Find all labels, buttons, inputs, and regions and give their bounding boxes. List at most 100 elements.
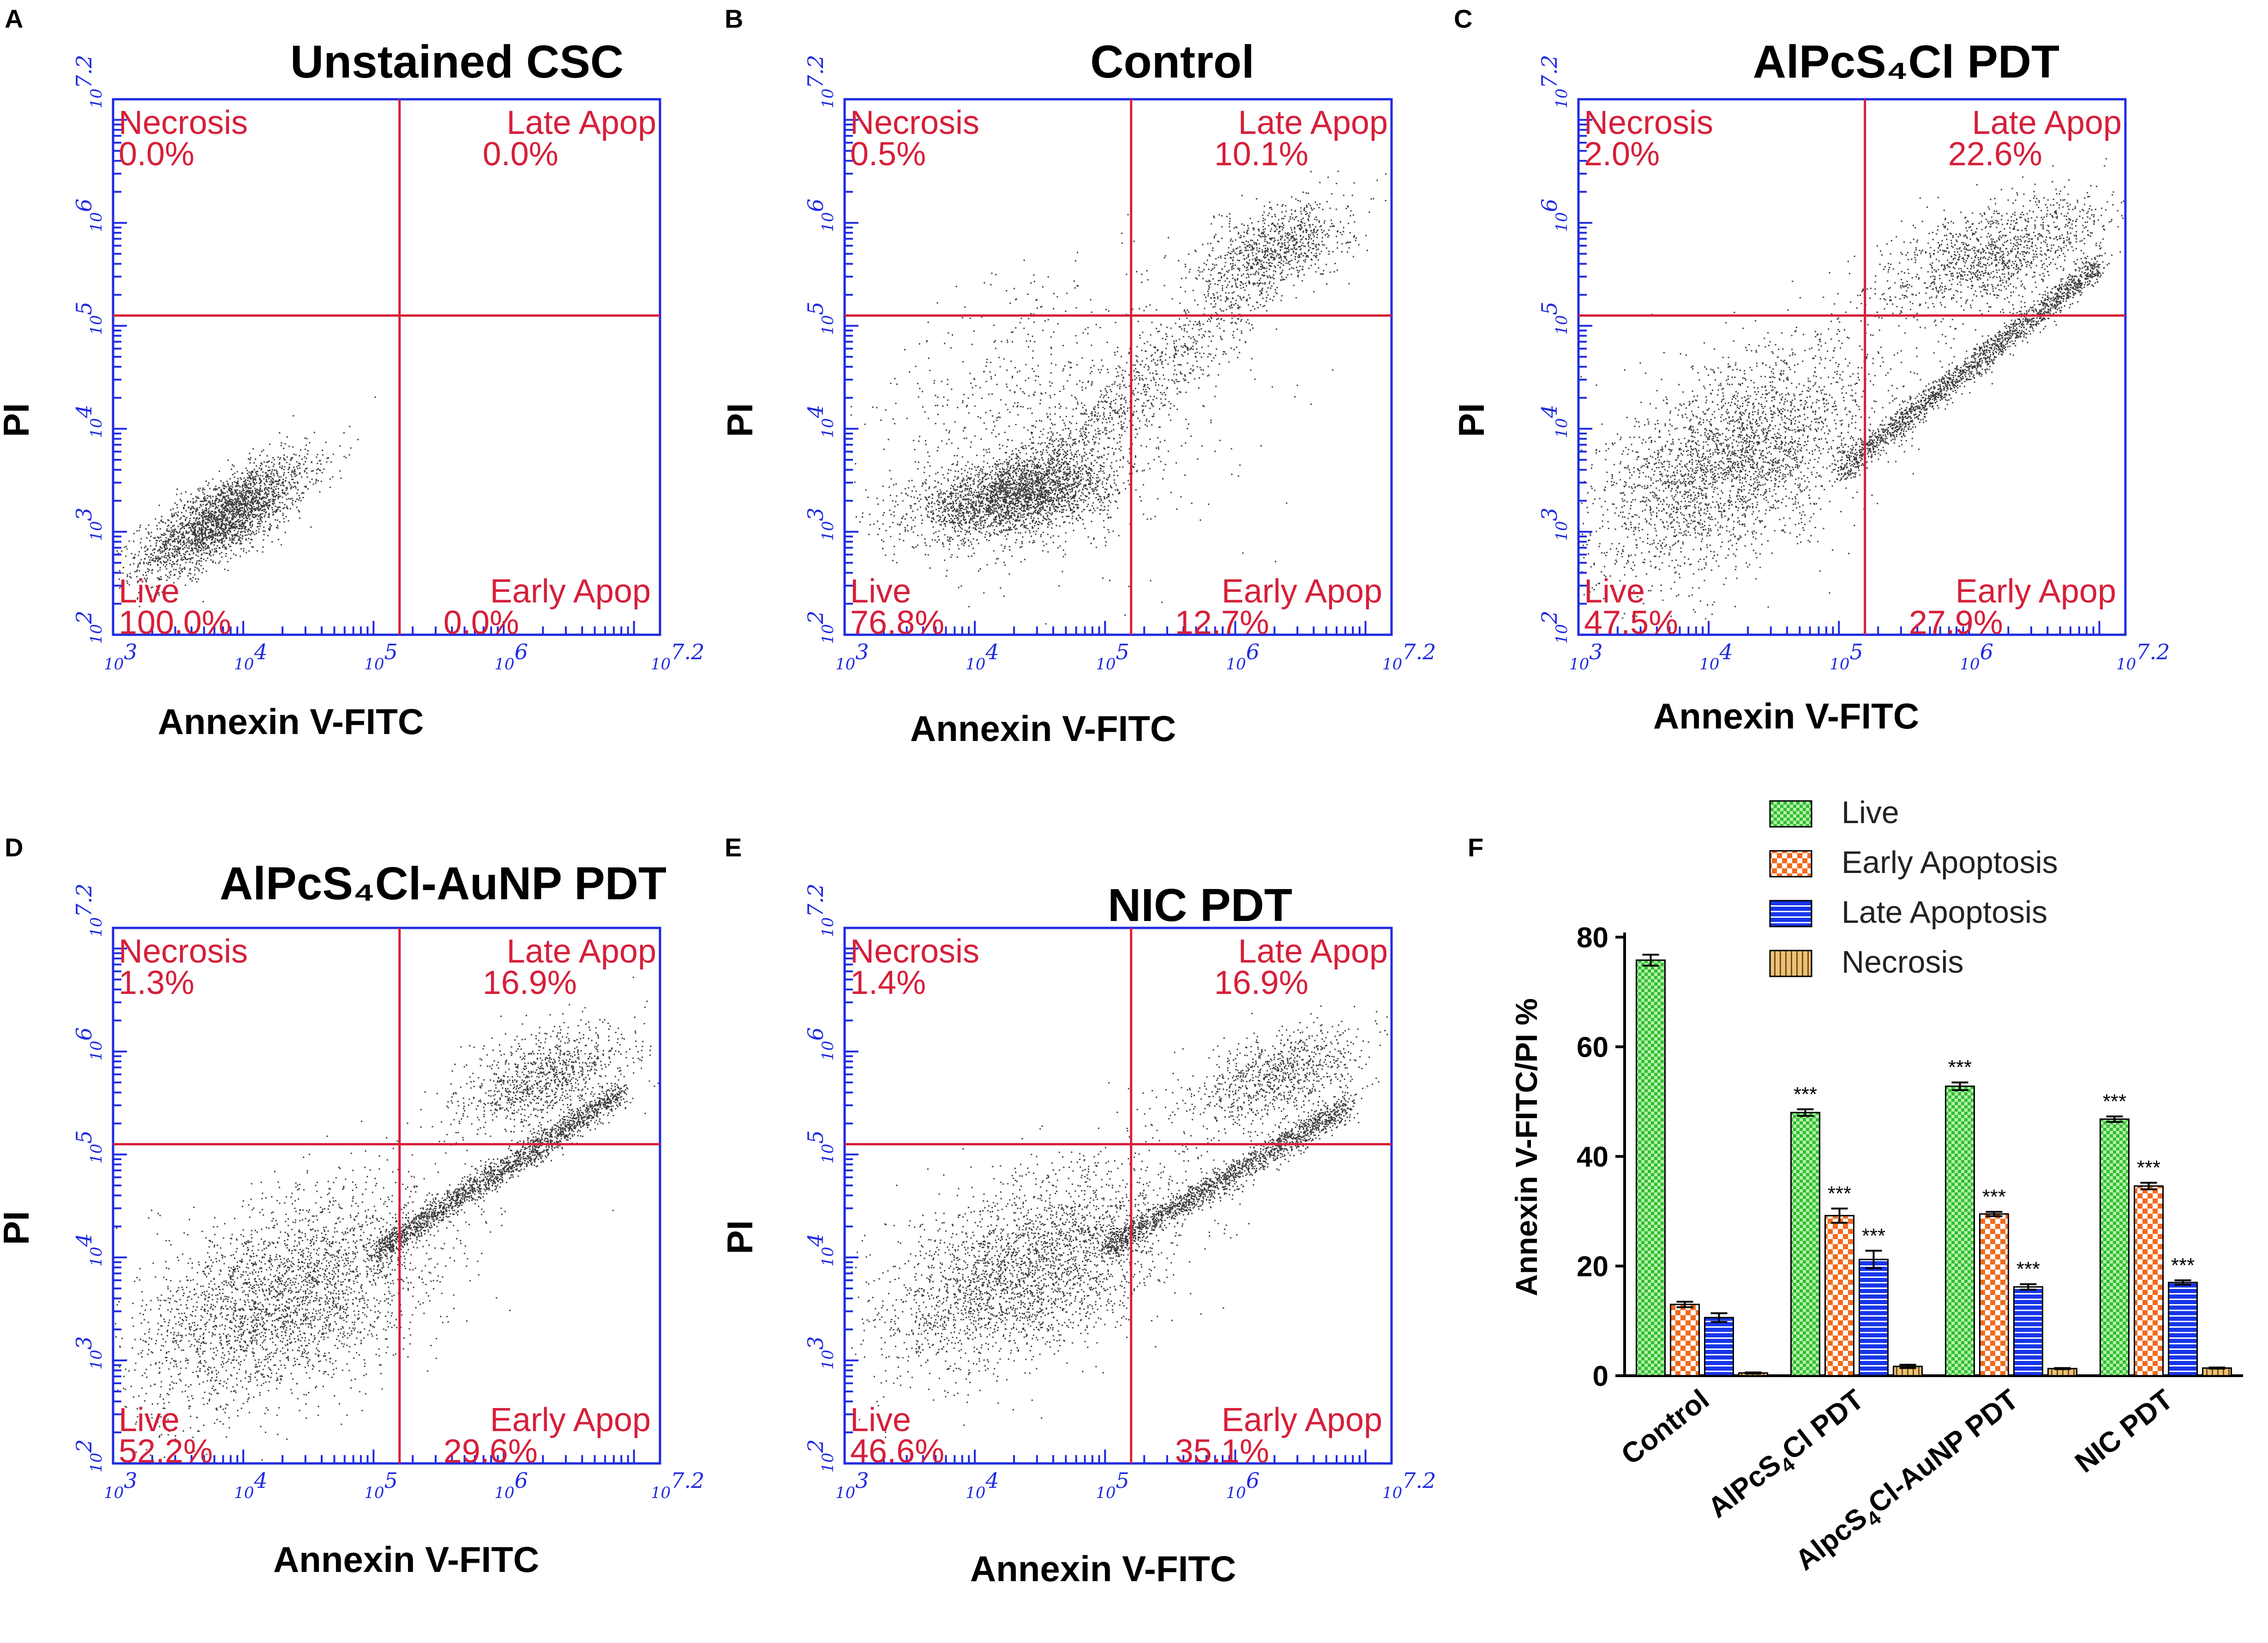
y-tick-label: 106 <box>72 1027 106 1061</box>
event-dot-cloud <box>848 170 1386 625</box>
y-axis-label: PI <box>720 403 760 437</box>
significance-label: *** <box>2171 1254 2195 1276</box>
y-tick-label: 106 <box>1537 199 1571 232</box>
quadrant-necrosis-label: Necrosis <box>850 933 979 970</box>
x-tick-label: 106 <box>1226 1468 1260 1502</box>
plot-frame <box>112 98 661 636</box>
quadrant-necrosis-value: 0.0% <box>119 136 194 173</box>
axis-ticks <box>844 947 1367 1464</box>
error-bar <box>1676 1300 1693 1308</box>
quadrant-late-value: 16.9% <box>1214 964 1308 1001</box>
error-bar <box>2174 1279 2191 1286</box>
plot-frame <box>112 927 661 1465</box>
flow-plot: 103 104 105 106 107.2102103104105106107.2Nec… <box>72 55 704 674</box>
legend-label-early: Early Apoptosis <box>1842 845 2058 880</box>
x-tick-label: 106 <box>494 639 528 674</box>
event-dot-cloud <box>851 1005 1388 1442</box>
panel-letter: C <box>1454 4 1472 33</box>
y-tick-label: 107.2 <box>72 884 106 937</box>
significance-label: *** <box>1828 1182 1851 1205</box>
event-dots <box>848 170 1386 625</box>
quadrant-necrosis-label: Necrosis <box>119 933 248 970</box>
bar-late <box>1859 1258 1889 1377</box>
x-axis-label: Annexin V-FITC <box>158 701 424 742</box>
x-tick-label: 107.2 <box>2116 639 2170 674</box>
bar-live <box>1636 959 1666 1377</box>
x-tick-label: 107.2 <box>651 1468 704 1502</box>
quadrant-live-value: 52.2% <box>119 1433 213 1470</box>
y-tick-label: 104 <box>803 1233 837 1267</box>
bar-early <box>1824 1215 1854 1377</box>
x-tick-label: 106 <box>494 1468 528 1502</box>
quadrant-necrosis-value: 2.0% <box>1584 136 1660 173</box>
y-tick-label: 107.2 <box>803 884 837 937</box>
minor-tick-marks <box>1578 119 2100 636</box>
significance-label: *** <box>1794 1083 1817 1106</box>
panel-letter: F <box>1468 833 1483 862</box>
x-tick-label: 103 <box>835 639 869 674</box>
error-bar <box>1642 954 1659 967</box>
bar-live <box>2100 1118 2130 1377</box>
y-tick-label: 40 <box>1577 1141 1608 1173</box>
legend-label-live: Live <box>1842 795 1899 830</box>
y-axis-label: PI <box>720 1220 760 1254</box>
y-tick-label: 102 <box>1537 610 1571 644</box>
quadrant-late-value: 16.9% <box>483 964 577 1001</box>
minor-tick-marks <box>844 947 1367 1464</box>
flow-plot: 103 104 105 106 107.2102103104105106107.2Nec… <box>1537 55 2170 674</box>
significance-label: *** <box>1948 1056 1972 1079</box>
quadrant-early-label: Early Apop <box>1222 1402 1382 1438</box>
y-tick-label: 60 <box>1577 1032 1608 1064</box>
panel-a: A Unstained CSC 103 104 105 106 107.21021031… <box>0 4 704 742</box>
quadrant-early-label: Early Apop <box>1956 573 2116 610</box>
bar-early <box>2134 1185 2164 1377</box>
error-bar <box>2054 1367 2071 1370</box>
quadrant-early-value: 0.0% <box>444 604 519 641</box>
x-tick-label: 105 <box>364 639 398 674</box>
quadrant-live-label: Live <box>119 573 180 610</box>
x-tick-label: 103 <box>104 1468 138 1502</box>
x-axis-label: Annexin V-FITC <box>910 708 1176 749</box>
bar-late <box>2168 1282 2198 1377</box>
y-tick-label: 80 <box>1577 922 1608 954</box>
quadrant-late-label: Late Apop <box>507 933 656 970</box>
quadrant-necrosis-label: Necrosis <box>850 104 979 141</box>
plot-frame <box>843 927 1393 1465</box>
panel-title: AlPcS₄Cl-AuNP PDT <box>220 858 666 909</box>
panel-title: Control <box>1090 36 1254 88</box>
error-bar <box>1797 1108 1814 1117</box>
x-tick-label: 103 <box>104 639 138 674</box>
significance-label: *** <box>1982 1186 2006 1208</box>
legend-label-late: Late Apoptosis <box>1842 895 2047 930</box>
panel-title: NIC PDT <box>1108 879 1292 931</box>
axis-ticks <box>844 119 1367 636</box>
y-tick-label: 102 <box>72 1439 106 1473</box>
x-axis-label: Annexin V-FITC <box>273 1539 539 1580</box>
significance-label: *** <box>2137 1156 2160 1179</box>
quadrant-late-label: Late Apop <box>1238 933 1388 970</box>
y-tick-label: 107.2 <box>72 55 106 108</box>
minor-tick-marks <box>112 947 635 1464</box>
y-tick-label: 106 <box>803 199 837 232</box>
event-dots <box>851 1005 1388 1442</box>
x-tick-label: 107.2 <box>1382 639 1436 674</box>
category-label: NIC PDT <box>2069 1384 2179 1479</box>
y-tick-label: 103 <box>72 507 106 541</box>
y-tick-label: 102 <box>803 1439 837 1473</box>
x-tick-label: 104 <box>234 639 268 674</box>
legend-swatch-late <box>1769 900 1812 927</box>
y-tick-label: 107.2 <box>803 55 837 108</box>
minor-tick-marks <box>844 119 1367 636</box>
significance-label: *** <box>1862 1224 1885 1247</box>
panel-e: E NIC PDT 103 104 105 106 107.21021031041051… <box>720 833 1436 1589</box>
y-tick-label: 106 <box>72 199 106 232</box>
axis-ticks <box>112 947 635 1464</box>
bar-early <box>1979 1213 2009 1377</box>
error-bar <box>1831 1207 1848 1224</box>
minor-tick-marks <box>112 119 635 636</box>
error-bar <box>1745 1371 1762 1375</box>
error-bar <box>1865 1250 1882 1270</box>
x-tick-label: 107.2 <box>1382 1468 1436 1502</box>
error-bar <box>2140 1182 2157 1191</box>
quadrant-early-value: 29.6% <box>444 1433 538 1470</box>
